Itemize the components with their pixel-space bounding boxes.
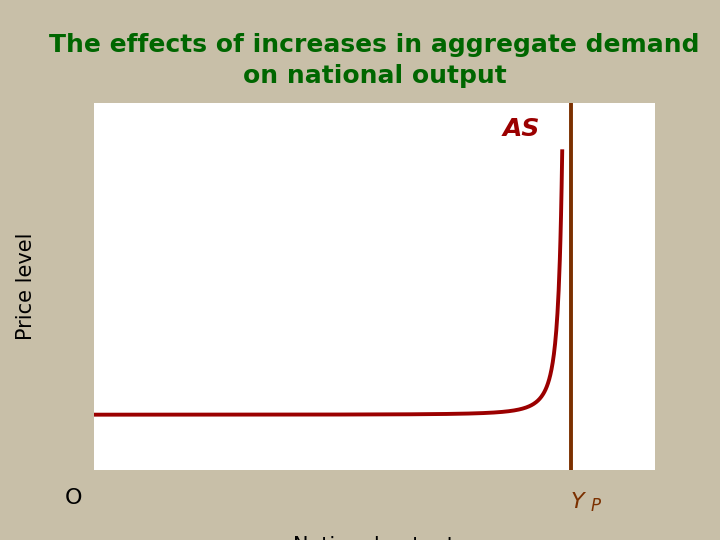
Text: Y: Y — [571, 492, 585, 512]
Text: O: O — [66, 488, 83, 508]
Text: National output: National output — [294, 536, 455, 540]
Text: Price level: Price level — [17, 232, 36, 340]
Text: P: P — [590, 497, 600, 515]
Text: AS: AS — [503, 117, 540, 141]
Title: The effects of increases in aggregate demand
on national output: The effects of increases in aggregate de… — [49, 32, 700, 88]
